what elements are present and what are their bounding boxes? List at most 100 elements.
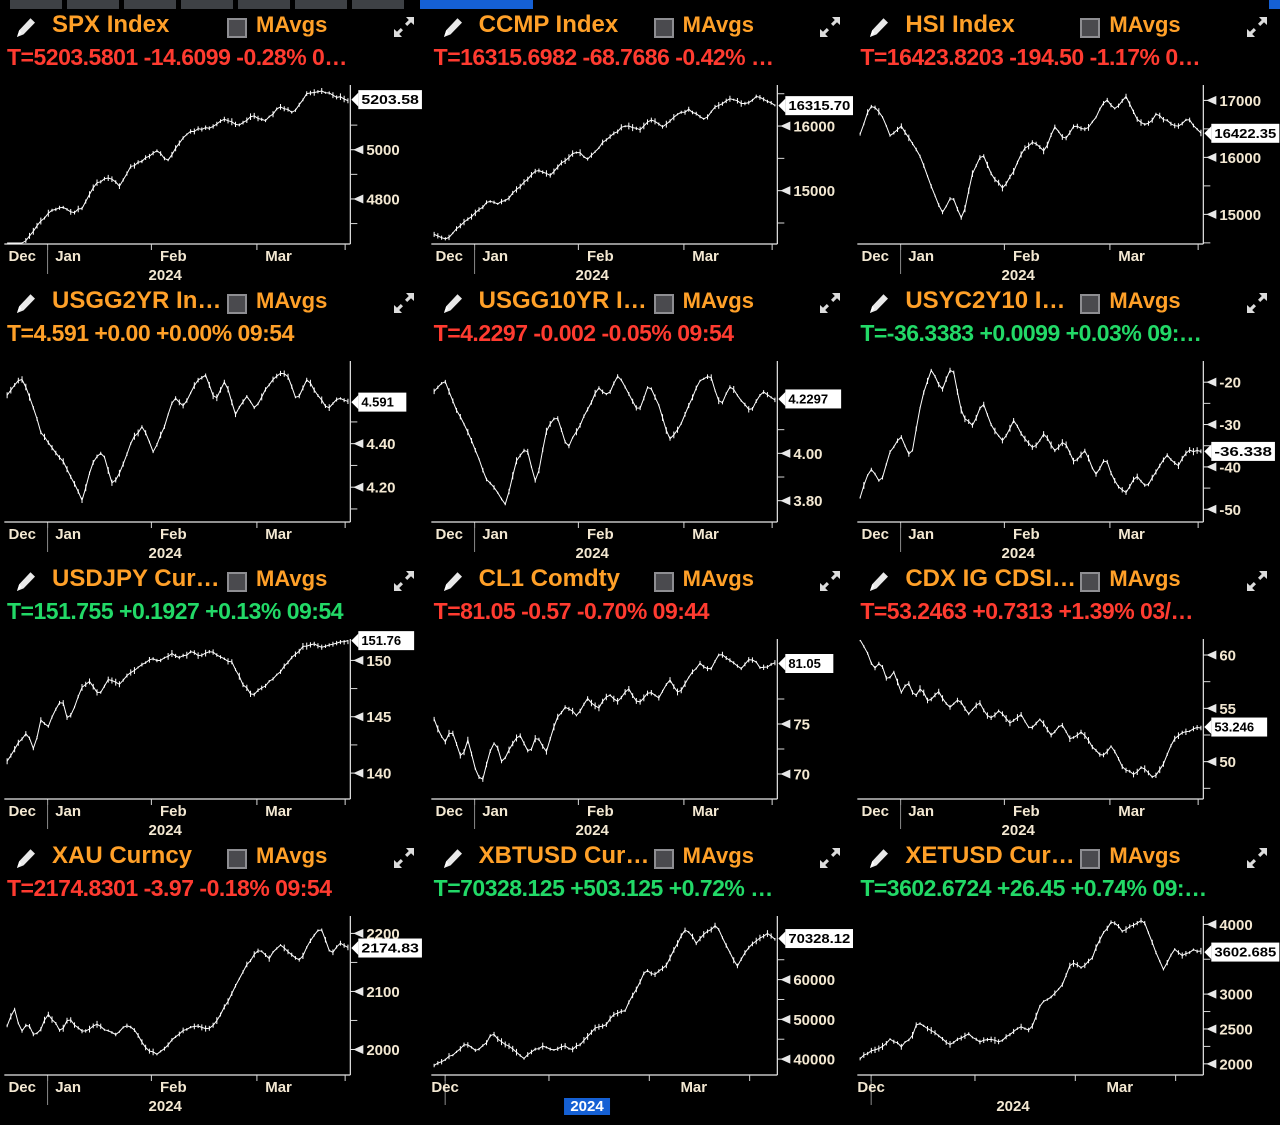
x-axis-month-label: Mar (1119, 526, 1146, 543)
price-series-line (860, 639, 1202, 778)
launchpad-tab[interactable] (10, 0, 62, 9)
launchpad-tab[interactable] (124, 0, 176, 9)
ticker-line: T=16315.6982 -68.7686 -0.42% … (433, 44, 774, 70)
expand-icon[interactable] (391, 14, 417, 40)
expand-icon[interactable] (1244, 14, 1270, 40)
x-axis-month-label: Mar (1107, 1079, 1134, 1096)
price-chart[interactable]: Dec Jan Feb Mar 2024 -20 -30 -40 -50 -36.338 (853, 348, 1280, 564)
expand-icon[interactable] (817, 290, 843, 316)
launchpad-tab[interactable] (181, 0, 233, 9)
edit-pencil-icon[interactable] (14, 15, 38, 39)
edit-pencil-icon[interactable] (14, 846, 38, 870)
edit-pencil-icon[interactable] (441, 846, 465, 870)
x-axis: Dec Jan Feb Mar 2024 (862, 799, 1199, 839)
expand-icon[interactable] (817, 568, 843, 594)
price-chart[interactable]: Dec Jan Feb Mar 2024 4.40 4.20 4.591 (0, 348, 427, 564)
last-price-label: 4.2297 (788, 391, 828, 406)
launchpad-tab[interactable] (352, 0, 404, 9)
mavgs-checkbox[interactable] (1080, 18, 1101, 38)
security-name[interactable]: USGG10YR I… (478, 287, 647, 314)
mavgs-checkbox[interactable] (227, 572, 247, 592)
mavgs-checkbox[interactable] (227, 18, 247, 38)
edit-pencil-icon[interactable] (14, 291, 38, 315)
price-series-bars (433, 374, 776, 506)
mavgs-checkbox[interactable] (1080, 572, 1101, 592)
axes (4, 916, 351, 1076)
panel-header: HSI Index MAvgs (853, 10, 1280, 44)
edit-pencil-icon[interactable] (867, 291, 891, 315)
price-chart[interactable]: Dec Jan Feb Mar 2024 16000 15000 16315.70 (427, 72, 854, 286)
price-series-line (433, 924, 775, 1066)
price-chart[interactable]: Dec Mar 2024 4000 3000 2500 2000 3602.685 (853, 903, 1280, 1125)
security-name[interactable]: HSI Index (905, 11, 1015, 38)
launchpad-tab-active[interactable] (420, 0, 533, 9)
security-name[interactable]: USDJPY Cur… (52, 565, 220, 592)
edit-pencil-icon[interactable] (867, 569, 891, 593)
x-axis: Dec Jan Feb Mar 2024 (8, 244, 346, 284)
y-axis-tick-label: 3.80 (793, 493, 822, 510)
last-price-label: 16422.35 (1215, 126, 1277, 141)
security-name[interactable]: SPX Index (52, 11, 170, 38)
panel-header: XBTUSD Cur… MAvgs (427, 841, 854, 875)
price-chart[interactable]: Dec Jan Feb Mar 2024 17000 16000 15000 16422.35 (853, 72, 1280, 286)
ticker-line: T=81.05 -0.57 -0.70% 09:44 (433, 598, 710, 624)
price-series-line (433, 375, 775, 506)
price-chart[interactable]: Dec Jan Feb Mar 2024 4.00 3.80 4.2297 (427, 348, 854, 564)
mavgs-checkbox[interactable] (653, 18, 674, 38)
launchpad-tab-fragment[interactable] (1269, 0, 1280, 9)
x-axis-month-label: Mar (265, 1079, 292, 1096)
expand-icon[interactable] (1244, 845, 1270, 871)
mavgs-checkbox[interactable] (1080, 294, 1101, 314)
x-axis-month-label: Dec (8, 526, 36, 543)
y-axis-tick-label: 75 (793, 717, 810, 734)
x-axis-month-label: Dec (435, 526, 463, 543)
mavgs-checkbox[interactable] (653, 572, 674, 592)
mavgs-checkbox[interactable] (1080, 849, 1101, 869)
expand-icon[interactable] (391, 845, 417, 871)
security-name[interactable]: USGG2YR In… (52, 287, 222, 314)
price-chart[interactable]: Dec Mar 2024 60000 50000 40000 70328.12 (427, 903, 854, 1125)
expand-icon[interactable] (1244, 568, 1270, 594)
mavgs-checkbox[interactable] (653, 849, 674, 869)
security-name[interactable]: CCMP Index (478, 11, 619, 38)
last-price-label: -36.338 (1215, 444, 1273, 459)
security-name[interactable]: XETUSD Cur… (905, 842, 1075, 869)
launchpad-tab[interactable] (67, 0, 119, 9)
price-chart[interactable]: Dec Jan Feb Mar 2024 75 70 81.05 (427, 626, 854, 841)
chart-panel-xbtusd-cur-: XBTUSD Cur… MAvgs T=70328.125 +503.125 +… (426, 841, 854, 1125)
mavgs-checkbox[interactable] (227, 294, 247, 314)
security-name[interactable]: CL1 Comdty (478, 565, 620, 592)
launchpad-tab[interactable] (238, 0, 290, 9)
expand-icon[interactable] (391, 290, 417, 316)
launchpad-tab[interactable] (295, 0, 347, 9)
price-series-line (860, 919, 1202, 1060)
expand-icon[interactable] (391, 568, 417, 594)
edit-pencil-icon[interactable] (867, 846, 891, 870)
x-axis: Dec Jan Feb Mar 2024 (435, 799, 773, 839)
y-axis-tick-label: 4000 (1220, 917, 1253, 934)
edit-pencil-icon[interactable] (441, 15, 465, 39)
y-axis: 150 145 140 (350, 653, 391, 783)
mavgs-checkbox[interactable] (227, 849, 247, 869)
panel-header: CL1 Comdty MAvgs (427, 564, 854, 598)
price-chart[interactable]: Dec Jan Feb Mar 2024 5000 4800 5203.58 (0, 72, 427, 286)
edit-pencil-icon[interactable] (14, 569, 38, 593)
edit-pencil-icon[interactable] (867, 15, 891, 39)
expand-icon[interactable] (1244, 290, 1270, 316)
edit-pencil-icon[interactable] (441, 569, 465, 593)
mavgs-checkbox[interactable] (653, 294, 674, 314)
expand-icon[interactable] (817, 845, 843, 871)
expand-icon[interactable] (817, 14, 843, 40)
price-series-bars (433, 922, 776, 1068)
security-name[interactable]: CDX IG CDSI… (905, 565, 1076, 592)
x-axis-month-label: Feb (160, 526, 187, 543)
price-chart[interactable]: Dec Jan Feb Mar 2024 150 145 140 151.76 (0, 626, 427, 841)
axes (4, 639, 351, 800)
last-price-label: 16315.70 (788, 98, 850, 113)
security-name[interactable]: XBTUSD Cur… (478, 842, 650, 869)
price-chart[interactable]: Dec Jan Feb Mar 2024 60 55 50 53.246 (853, 626, 1280, 841)
security-name[interactable]: XAU Curncy (52, 842, 193, 869)
edit-pencil-icon[interactable] (441, 291, 465, 315)
security-name[interactable]: USYC2Y10 I… (905, 287, 1066, 314)
